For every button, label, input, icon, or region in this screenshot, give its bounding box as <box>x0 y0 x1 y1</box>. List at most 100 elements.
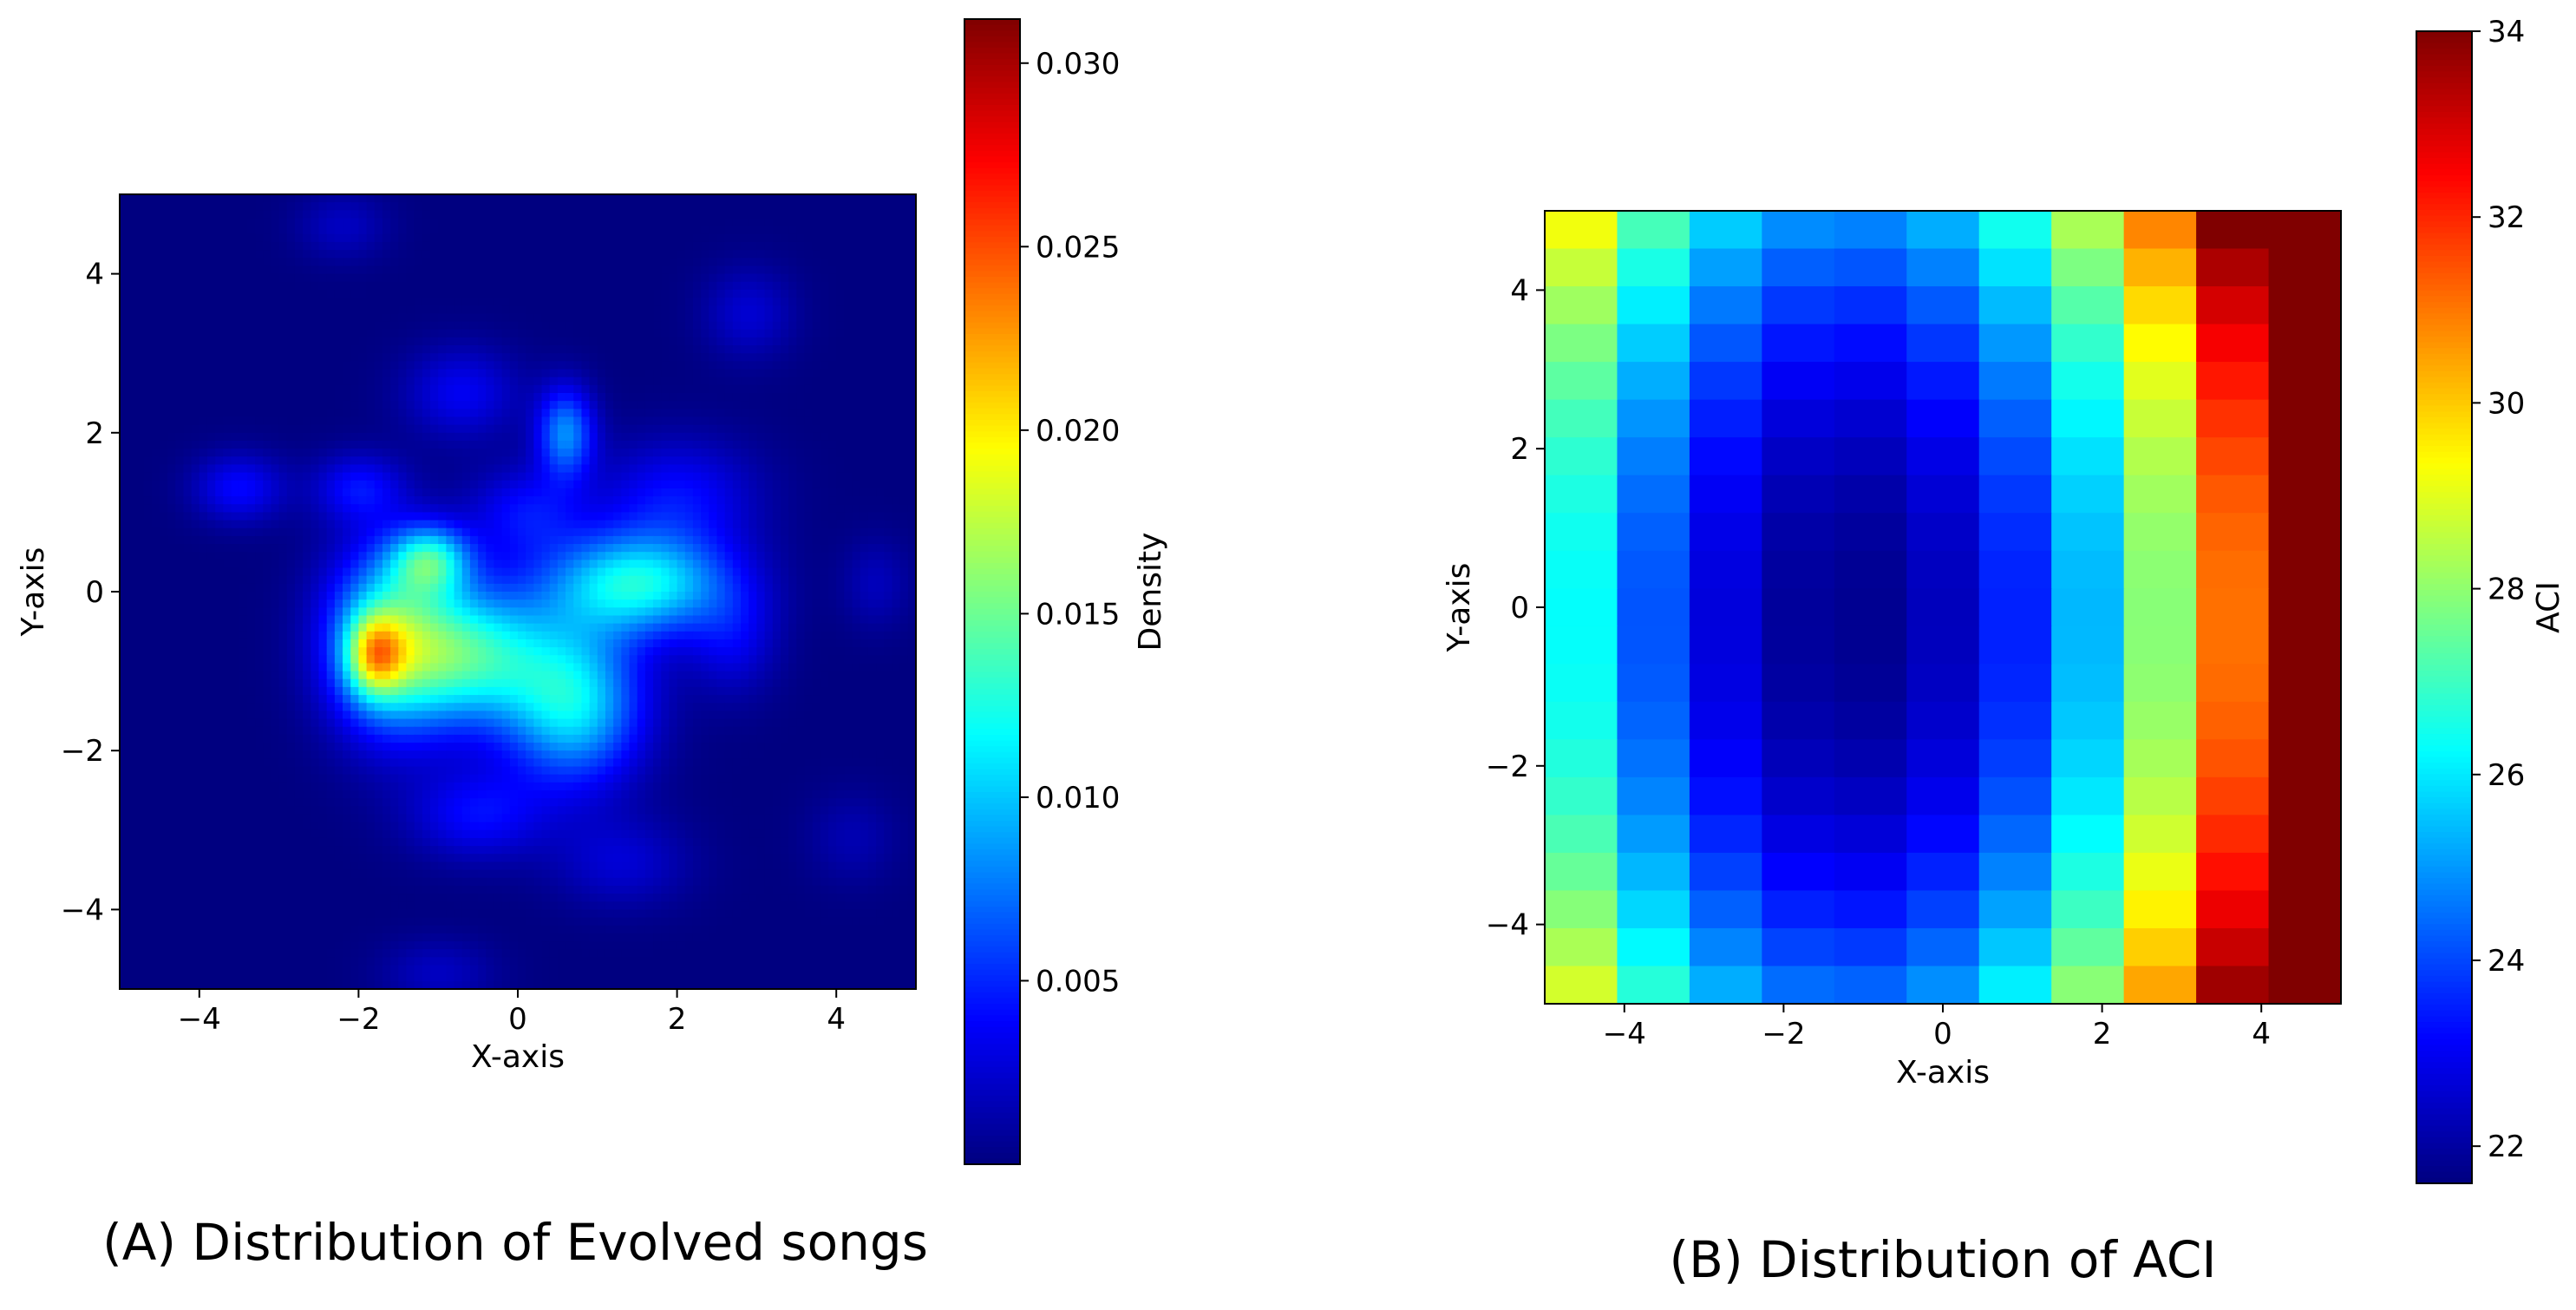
density-cell <box>724 369 734 378</box>
density-cell <box>358 393 368 402</box>
density-cell <box>788 298 797 306</box>
density-cell <box>120 273 128 283</box>
density-cell <box>732 345 742 354</box>
density-cell <box>486 273 495 283</box>
density-cell <box>120 544 128 553</box>
density-cell <box>278 265 288 275</box>
density-cell <box>772 527 781 537</box>
density-cell <box>255 258 264 267</box>
density-cell <box>461 369 471 378</box>
density-cell <box>151 321 160 331</box>
density-cell <box>541 218 551 227</box>
density-cell <box>135 583 145 593</box>
density-cell <box>461 544 471 553</box>
density-cell <box>167 369 176 378</box>
density-cell <box>223 416 232 426</box>
density-cell <box>860 202 869 212</box>
density-cell <box>844 313 853 323</box>
density-cell <box>732 560 742 569</box>
density-cell <box>215 401 225 410</box>
density-cell <box>716 440 726 449</box>
density-cell <box>231 560 240 569</box>
density-cell <box>812 432 821 442</box>
density-cell <box>724 527 734 537</box>
density-cell <box>494 218 503 227</box>
density-cell <box>343 337 351 346</box>
density-cell <box>223 337 232 346</box>
density-cell <box>756 456 766 466</box>
density-cell <box>406 560 415 569</box>
density-cell <box>120 353 128 363</box>
density-cell <box>215 337 225 346</box>
density-cell <box>199 241 208 251</box>
density-cell <box>143 527 153 537</box>
density-cell <box>597 210 606 219</box>
density-cell <box>899 432 909 442</box>
density-cell <box>326 305 336 315</box>
density-cell <box>215 480 225 489</box>
density-cell <box>749 472 758 481</box>
density-cell <box>701 416 710 426</box>
density-cell <box>206 512 216 521</box>
density-cell <box>613 202 623 212</box>
density-cell <box>796 226 806 235</box>
density-cell <box>406 512 415 521</box>
density-cell <box>780 329 789 338</box>
density-cell <box>191 273 200 283</box>
density-cell <box>374 345 383 354</box>
density-cell <box>867 218 877 227</box>
density-cell <box>907 527 917 537</box>
density-cell <box>724 281 734 291</box>
density-cell <box>764 472 774 481</box>
density-cell <box>741 480 749 489</box>
density-cell <box>884 273 893 283</box>
density-cell <box>366 432 376 442</box>
density-cell <box>804 361 814 370</box>
density-cell <box>844 289 853 298</box>
density-cell <box>255 432 264 442</box>
density-cell <box>692 194 702 203</box>
density-cell <box>780 504 789 514</box>
density-cell <box>374 289 383 298</box>
density-cell <box>820 488 829 497</box>
density-cell <box>334 449 343 457</box>
density-cell <box>326 377 336 386</box>
density-cell <box>860 449 869 457</box>
density-cell <box>605 567 614 577</box>
density-cell <box>716 449 726 457</box>
density-cell <box>669 258 678 267</box>
density-cell <box>860 512 869 521</box>
density-cell <box>303 194 312 203</box>
density-cell <box>764 345 774 354</box>
density-cell <box>749 512 758 521</box>
density-cell <box>326 273 336 283</box>
density-cell <box>438 567 448 577</box>
density-cell <box>478 377 487 386</box>
density-cell <box>239 226 248 235</box>
density-cell <box>764 289 774 298</box>
density-cell <box>557 567 566 577</box>
density-cell <box>557 226 566 235</box>
density-cell <box>581 273 591 283</box>
density-cell <box>334 313 343 323</box>
density-cell <box>191 456 200 466</box>
density-cell <box>772 202 781 212</box>
density-cell <box>518 560 526 569</box>
density-cell <box>478 567 487 577</box>
density-cell <box>581 472 591 481</box>
density-cell <box>589 241 598 251</box>
density-cell <box>382 409 391 418</box>
density-cell <box>518 583 526 593</box>
density-cell <box>772 424 781 434</box>
density-cell <box>589 233 598 243</box>
density-cell <box>892 377 901 386</box>
density-cell <box>621 305 631 315</box>
density-cell <box>246 432 256 442</box>
density-cell <box>557 527 566 537</box>
density-cell <box>374 377 383 386</box>
density-cell <box>120 472 128 481</box>
density-cell <box>836 321 846 331</box>
density-cell <box>684 194 694 203</box>
density-cell <box>677 377 686 386</box>
density-cell <box>549 194 559 203</box>
